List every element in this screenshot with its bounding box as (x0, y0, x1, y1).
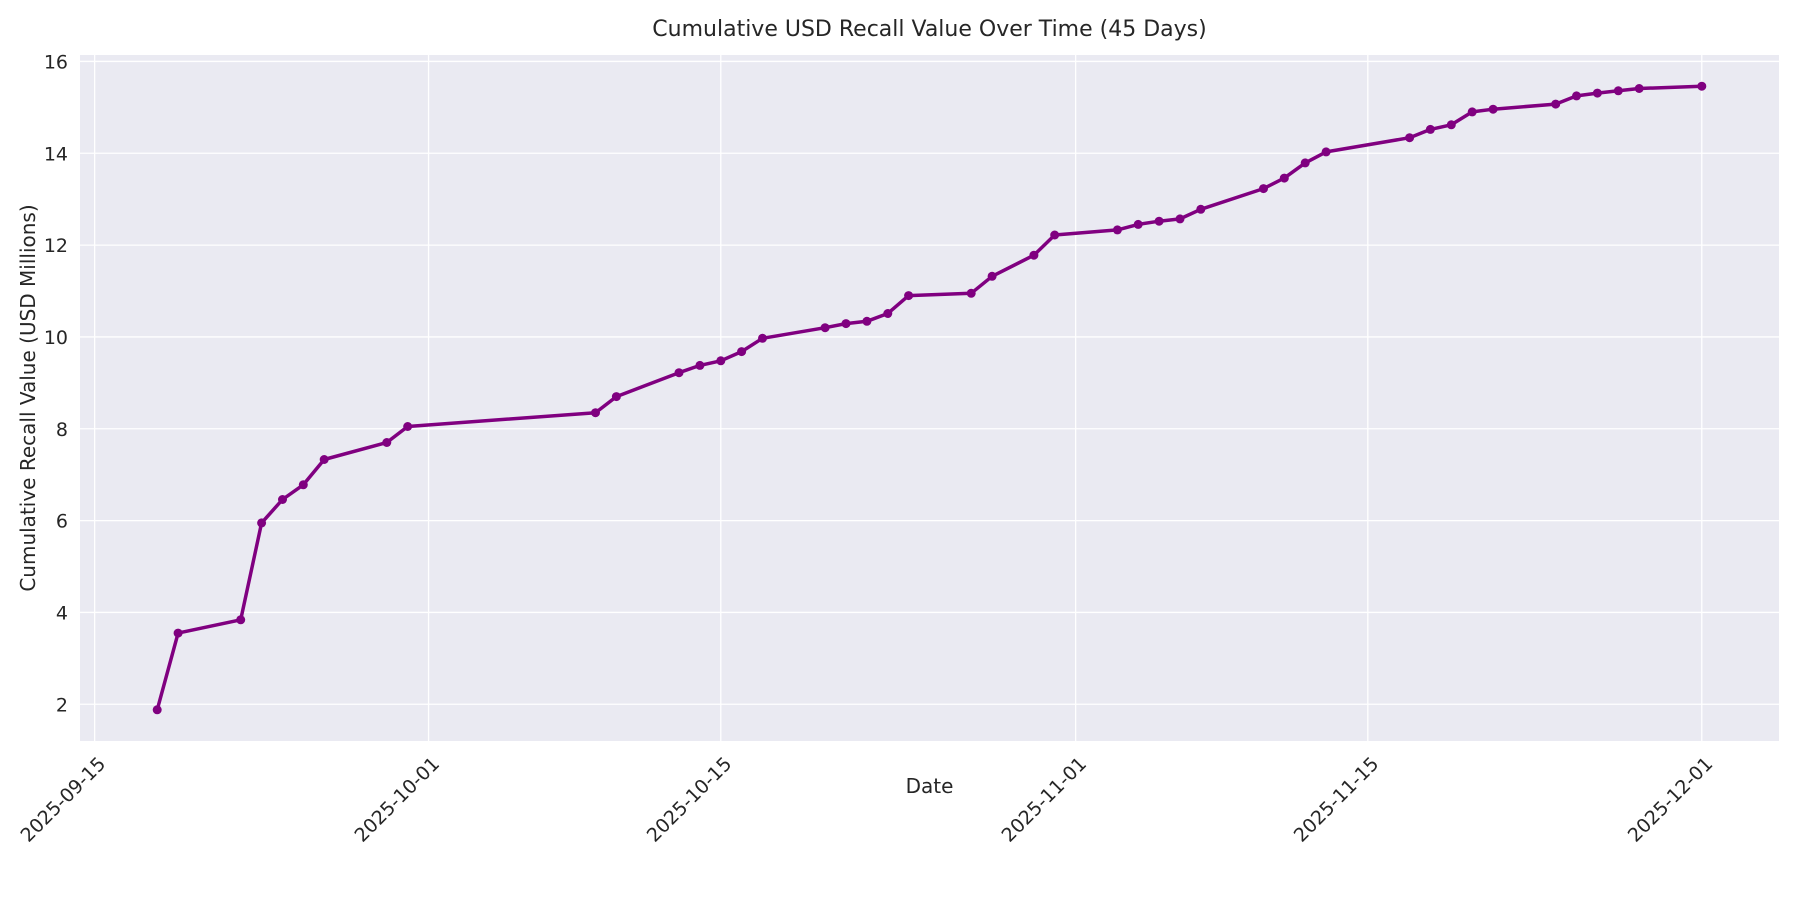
data-point (1196, 204, 1206, 214)
data-point (1050, 230, 1060, 240)
y-axis-label: Cumulative Recall Value (USD Millions) (16, 204, 40, 592)
data-point (1446, 120, 1456, 130)
data-point (382, 438, 392, 447)
data-point (611, 392, 621, 402)
data-point (1425, 124, 1435, 134)
data-point (1551, 99, 1561, 109)
data-point (257, 518, 267, 528)
data-point (862, 316, 872, 326)
y-tick-label: 4 (56, 602, 68, 624)
data-point (820, 323, 830, 333)
x-axis-label: Date (905, 774, 954, 798)
data-point (278, 495, 287, 504)
data-point (716, 356, 726, 366)
y-tick-label: 8 (56, 419, 68, 441)
x-tick-label: 2025-11-01 (998, 753, 1092, 847)
y-tick-label: 16 (44, 51, 68, 73)
data-point (904, 291, 914, 301)
data-point (1488, 104, 1498, 114)
x-tick-label: 2025-10-15 (643, 753, 737, 847)
x-tick-label: 2025-09-15 (17, 753, 111, 847)
data-point (1613, 86, 1623, 96)
data-point (298, 480, 308, 490)
data-point (1259, 184, 1268, 194)
data-point (319, 455, 329, 464)
data-point (1154, 216, 1164, 226)
x-tick-label: 2025-11-15 (1290, 753, 1384, 847)
data-point (674, 368, 684, 378)
y-tick-label: 6 (56, 511, 68, 533)
data-point (966, 288, 976, 298)
x-tick-label: 2025-12-01 (1624, 753, 1718, 847)
data-point (1405, 133, 1415, 143)
data-point (883, 309, 893, 318)
data-point (152, 705, 162, 715)
data-point (1175, 214, 1185, 224)
data-point (1592, 88, 1602, 98)
data-point (841, 319, 851, 329)
data-point (236, 615, 246, 625)
y-tick-label: 2 (56, 694, 68, 716)
data-point (1697, 81, 1707, 91)
y-tick-label: 12 (44, 235, 68, 257)
data-point (987, 271, 997, 281)
data-point (737, 347, 747, 357)
data-point (1300, 158, 1310, 168)
data-point (1133, 219, 1143, 229)
data-point (1279, 173, 1289, 183)
data-point (1321, 147, 1331, 157)
chart-title: Cumulative USD Recall Value Over Time (4… (652, 17, 1207, 42)
plot-background (80, 55, 1779, 741)
data-point (695, 360, 705, 370)
data-point (758, 333, 767, 343)
x-tick-label: 2025-10-01 (350, 753, 444, 847)
data-point (173, 628, 183, 638)
data-point (1572, 91, 1581, 101)
data-point (1112, 225, 1122, 235)
data-point (1634, 84, 1644, 93)
y-tick-label: 10 (44, 327, 68, 349)
data-point (1029, 250, 1039, 260)
data-point (403, 422, 413, 431)
y-tick-label: 14 (44, 143, 68, 165)
data-point (591, 408, 600, 418)
data-point (1467, 107, 1477, 117)
